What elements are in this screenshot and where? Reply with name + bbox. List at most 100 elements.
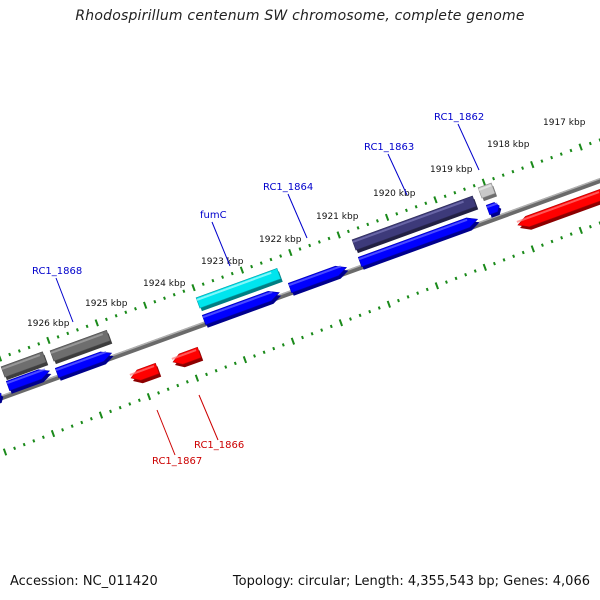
reverse-gene-arrow-highlight	[129, 365, 155, 376]
lower-scale-tick	[560, 236, 564, 240]
upper-scale-tick	[114, 314, 118, 318]
rc1-1862-feature-highlight	[478, 184, 492, 191]
lower-scale-tick	[290, 337, 296, 345]
upper-scale-tick	[124, 310, 128, 315]
lower-scale-tick	[358, 313, 362, 318]
gene-label-leader	[287, 193, 308, 239]
upper-scale-tick	[530, 160, 535, 169]
upper-scale-tick	[492, 176, 496, 181]
lower-scale-tick	[185, 380, 189, 384]
upper-scale-tick	[250, 264, 254, 269]
lower-scale-tick	[118, 405, 122, 410]
feature-block[interactable]	[49, 329, 111, 362]
upper-scale-tick	[521, 166, 525, 170]
gene-label-rc1-1868[interactable]: RC1_1868	[32, 266, 82, 277]
forward-gene-arrow[interactable]	[5, 369, 50, 392]
forward-gene-arrow-highlight	[358, 218, 468, 261]
forward-gene-arrow-highlight	[486, 202, 498, 209]
feature-block-highlight	[50, 333, 104, 354]
upper-scale-tick	[75, 328, 79, 332]
scale-label: 1922 kbp	[259, 235, 302, 245]
gene-label-rc1-1862[interactable]: RC1_1862	[434, 112, 484, 123]
upper-scale-tick	[17, 349, 21, 353]
feature-block-highlight	[1, 354, 41, 370]
upper-scale-tick	[336, 231, 341, 239]
upper-scale-tick	[8, 352, 12, 357]
lower-scale-tick	[89, 417, 93, 421]
lower-scale-tick	[368, 309, 372, 314]
upper-scale-tick	[559, 152, 563, 156]
scale-label: 1926 kbp	[27, 319, 70, 329]
upper-scale-tick	[540, 159, 544, 163]
upper-scale-tick	[85, 324, 89, 329]
upper-scale-tick	[327, 236, 331, 241]
lower-scale-tick	[386, 300, 392, 308]
upper-scale-tick	[511, 169, 515, 174]
upper-scale-tick	[182, 289, 186, 293]
upper-scale-tick	[346, 229, 350, 234]
upper-scale-tick	[404, 208, 408, 213]
gene-label-rc1-1863[interactable]: RC1_1863	[364, 142, 414, 153]
upper-scale-tick	[66, 331, 70, 336]
upper-scale-tick	[279, 254, 283, 258]
rc1-1863-feature[interactable]	[351, 195, 477, 251]
forward-gene-arrow[interactable]	[0, 390, 2, 402]
upper-scale-tick	[569, 148, 573, 153]
upper-scale-tick	[298, 247, 302, 251]
upper-scale-tick	[578, 143, 583, 151]
upper-scale-tick	[259, 261, 263, 265]
genome-summary-text: Topology: circular; Length: 4,355,543 bp…	[232, 574, 590, 589]
lower-scale-tick	[137, 398, 141, 403]
lower-scale-tick	[146, 392, 152, 401]
upper-scale-tick	[172, 292, 176, 297]
lower-scale-tick	[281, 343, 285, 347]
lower-scale-tick	[61, 428, 65, 432]
lower-scale-tick	[540, 243, 544, 247]
lower-scale-tick	[521, 250, 525, 255]
scale-label: 1925 kbp	[85, 299, 128, 309]
forward-gene-arrow-depth	[0, 394, 4, 404]
gene-label-rc1-1867[interactable]: RC1_1867	[152, 456, 202, 467]
lower-scale-tick	[109, 409, 113, 414]
map-title: Rhodospirillum centenum SW chromosome, c…	[75, 8, 525, 24]
forward-gene-arrow[interactable]	[357, 217, 479, 268]
forward-gene-arrow[interactable]	[287, 265, 348, 294]
upper-scale-tick	[424, 201, 428, 206]
gene-label-leader	[55, 277, 74, 323]
lower-scale-tick	[194, 374, 200, 382]
upper-scale-tick	[433, 196, 438, 204]
gene-label-fumc[interactable]: fumC	[200, 210, 227, 221]
upper-scale-tick	[443, 194, 447, 199]
gene-label-rc1-1864[interactable]: RC1_1864	[263, 182, 313, 193]
lower-scale-tick	[128, 402, 132, 406]
upper-scale-tick	[143, 301, 148, 309]
upper-scale-tick	[317, 240, 321, 244]
forward-gene-arrow[interactable]	[201, 291, 280, 326]
upper-scale-tick	[104, 317, 108, 322]
upper-scale-tick	[395, 212, 399, 216]
feature-block[interactable]	[0, 351, 47, 378]
scale-label: 1919 kbp	[430, 165, 473, 175]
fumc-feature[interactable]	[195, 268, 282, 309]
lower-scale-tick	[406, 295, 410, 299]
rc1-1862-feature[interactable]	[477, 182, 496, 199]
lower-scale-tick	[70, 424, 74, 428]
forward-gene-arrow-highlight	[202, 291, 273, 319]
upper-scale-tick	[550, 155, 554, 160]
forward-gene-arrow[interactable]	[54, 351, 113, 379]
lower-scale-tick	[22, 442, 26, 447]
forward-gene-arrow-highlight	[55, 350, 107, 372]
scale-label: 1917 kbp	[543, 118, 586, 128]
upper-scale-tick	[0, 355, 3, 362]
lower-scale-tick	[80, 420, 84, 425]
scale-label: 1924 kbp	[143, 279, 186, 289]
forward-gene-arrow-highlight	[288, 265, 342, 287]
gene-label-rc1-1866[interactable]: RC1_1866	[194, 440, 244, 451]
gene-label-leader	[387, 153, 408, 196]
lower-scale-tick	[320, 328, 324, 332]
lower-scale-tick	[224, 365, 228, 369]
upper-scale-tick	[366, 222, 370, 227]
scale-label: 1923 kbp	[201, 257, 244, 267]
lower-scale-tick	[550, 239, 554, 244]
